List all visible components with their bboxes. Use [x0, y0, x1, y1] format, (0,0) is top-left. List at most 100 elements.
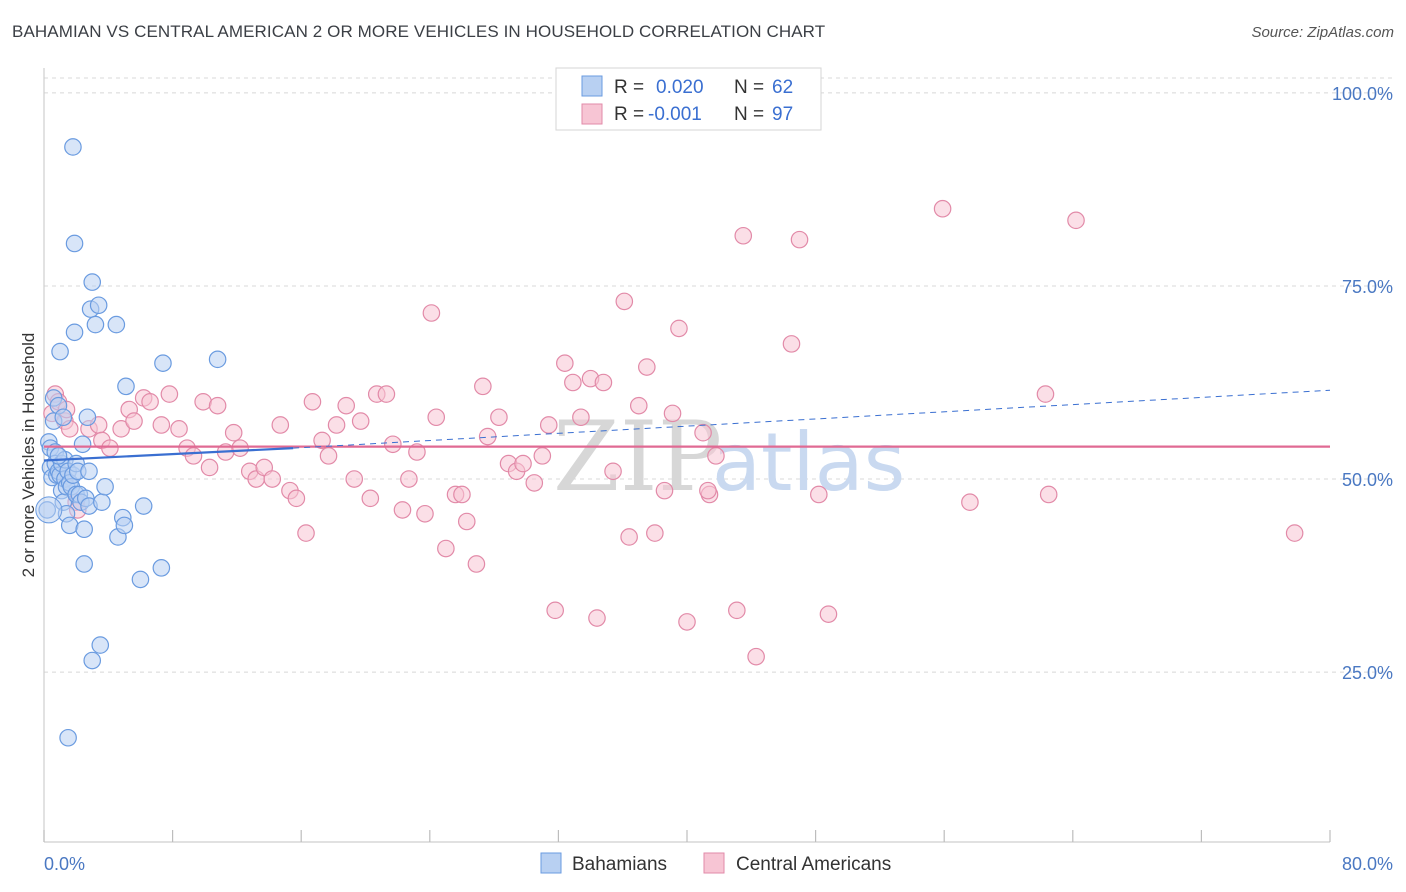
legend-label-central-americans: Central Americans [736, 854, 891, 875]
data-point [208, 396, 227, 415]
data-point [83, 273, 102, 291]
data-point [588, 609, 606, 627]
data-point [819, 605, 838, 623]
legend-n-label-blue: N = [734, 77, 764, 98]
y-axis-label: 2 or more Vehicles in Household [19, 333, 38, 578]
data-point [91, 636, 110, 654]
data-point [152, 416, 171, 434]
correlation-legend: R = 0.020 N = 62 R = -0.001 N = 97 [555, 67, 822, 131]
data-point [54, 408, 73, 427]
legend-swatch-bahamians [540, 852, 562, 874]
data-point [1039, 485, 1058, 504]
data-point [65, 234, 84, 253]
data-point [75, 520, 93, 539]
data-point [1036, 385, 1055, 403]
data-point [694, 423, 712, 442]
data-point [604, 462, 622, 481]
data-point [89, 296, 108, 315]
chart-title: BAHAMIAN VS CENTRAL AMERICAN 2 OR MORE V… [12, 22, 826, 41]
data-point [594, 373, 613, 392]
data-point [86, 315, 105, 334]
data-point [453, 485, 471, 504]
data-point [408, 443, 426, 461]
series-bahamians [35, 138, 227, 747]
data-point [422, 304, 441, 322]
data-point [107, 315, 126, 334]
data-point [670, 319, 688, 338]
trend-line-bahamians-extrapolated [293, 389, 1331, 449]
data-point [83, 651, 102, 670]
data-point [319, 447, 338, 465]
x-tick-labels: 0.0% 80.0% [44, 854, 1393, 874]
data-point [337, 396, 356, 415]
data-point [514, 454, 532, 473]
data-point [400, 470, 418, 488]
legend-r-value-pink: -0.001 [648, 104, 702, 125]
data-point [152, 559, 171, 577]
y-tick-label: 25.0% [1342, 663, 1393, 683]
data-point [115, 516, 134, 535]
data-point [790, 230, 809, 249]
data-point [134, 497, 153, 515]
data-point [620, 528, 638, 546]
data-point [224, 423, 243, 442]
data-point [65, 323, 84, 342]
data-point [59, 728, 77, 747]
data-point [287, 489, 306, 508]
legend-r-value-blue: 0.020 [656, 77, 704, 98]
legend-r-label-blue: R = [614, 77, 644, 98]
data-point [93, 493, 111, 511]
data-point [160, 385, 179, 403]
data-point [271, 416, 290, 434]
data-point [297, 524, 315, 542]
data-point [184, 447, 203, 465]
data-point [80, 462, 98, 481]
data-point [572, 408, 590, 427]
y-tick-label: 75.0% [1342, 277, 1393, 297]
data-point [361, 489, 380, 508]
series-legend: Bahamians Central Americans [540, 852, 891, 875]
data-point [377, 385, 396, 403]
data-point [747, 647, 765, 666]
data-point [564, 373, 582, 392]
data-point [313, 431, 331, 450]
data-point [707, 447, 725, 465]
data-point [327, 416, 346, 434]
data-point [78, 408, 97, 427]
data-point [539, 416, 558, 434]
data-point [101, 439, 119, 457]
data-point [141, 393, 159, 411]
data-point [734, 226, 753, 245]
data-point [474, 377, 492, 396]
y-tick-label: 50.0% [1342, 470, 1393, 490]
data-point [416, 504, 434, 523]
data-point [351, 412, 370, 430]
y-tick-labels: 25.0% 50.0% 75.0% 100.0% [1332, 84, 1393, 683]
data-point [655, 481, 674, 500]
data-point [533, 447, 552, 465]
watermark-atlas: atlas [712, 416, 905, 509]
data-point [556, 354, 574, 372]
data-point [638, 358, 656, 376]
data-point [427, 408, 446, 427]
data-point [646, 524, 664, 542]
x-tick-label-max: 80.0% [1342, 854, 1393, 874]
x-tick-label-min: 0.0% [44, 854, 85, 874]
legend-swatch-blue [581, 75, 603, 97]
data-point [467, 555, 486, 573]
data-point [154, 354, 172, 372]
data-point [663, 404, 682, 423]
grid-lines [44, 77, 1392, 673]
legend-n-value-pink: 97 [772, 104, 793, 125]
data-point [231, 439, 249, 457]
legend-n-label-pink: N = [734, 104, 764, 125]
trend-line-bahamians [43, 447, 294, 462]
data-point [437, 539, 455, 558]
data-point [263, 470, 282, 488]
data-point [933, 199, 952, 218]
data-point [490, 408, 508, 427]
data-point [96, 477, 114, 496]
legend-label-bahamians: Bahamians [572, 854, 667, 875]
data-point [208, 350, 227, 369]
axes [43, 68, 1331, 843]
